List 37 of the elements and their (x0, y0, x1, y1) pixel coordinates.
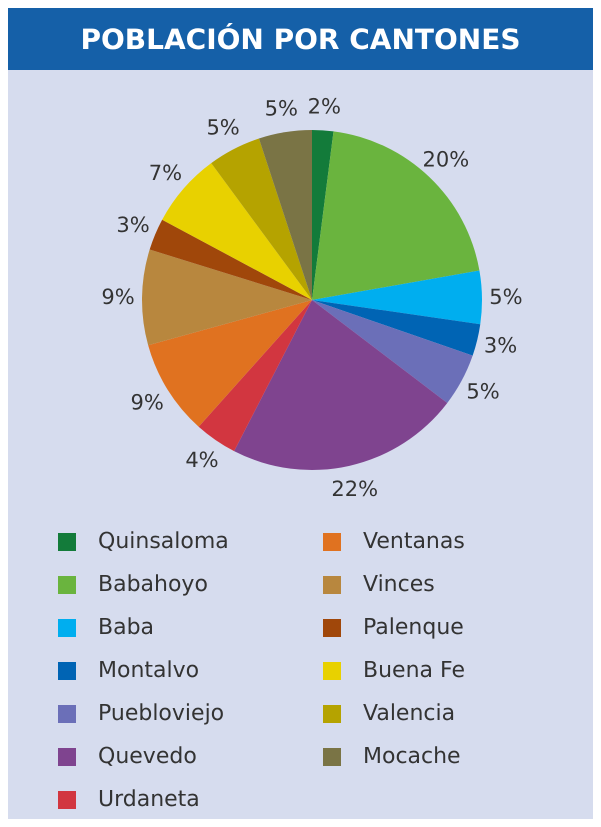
legend-label: Baba (98, 615, 154, 640)
legend-label: Urdaneta (98, 787, 200, 812)
data-label: 20% (422, 148, 470, 172)
pie-slice (234, 300, 448, 470)
pie-slice (258, 130, 312, 300)
legend-label: Quevedo (98, 744, 197, 769)
data-label: 5% (206, 116, 240, 140)
chart-title: POBLACIÓN POR CANTONES (80, 22, 521, 56)
pie-slice (142, 250, 312, 346)
data-label: 2% (308, 94, 341, 118)
legend-label: Vinces (363, 572, 435, 597)
pie-slice (312, 300, 480, 356)
pie-slice (312, 130, 334, 300)
data-label: 3% (484, 334, 518, 358)
pie-slice (211, 138, 312, 300)
legend-label: Valencia (363, 701, 456, 726)
legend-label: Buena Fe (363, 658, 465, 683)
data-label: 4% (185, 448, 219, 472)
pie-slice (312, 131, 480, 300)
legend-label: Montalvo (98, 658, 200, 683)
legend-label: Puebloviejo (98, 701, 224, 726)
legend-label: Ventanas (363, 529, 465, 554)
data-label: 5% (264, 96, 298, 120)
legend-label: Babahoyo (98, 572, 208, 597)
data-label: 3% (116, 213, 150, 238)
data-label: 9% (130, 390, 164, 414)
legend-label: Mocache (363, 744, 461, 769)
pie-slice (312, 270, 482, 324)
pie-slice (198, 300, 312, 452)
data-label: 9% (101, 284, 135, 309)
pie-slice (150, 220, 312, 300)
data-label: 7% (148, 160, 182, 185)
legend-label: Palenque (363, 615, 464, 640)
data-label: 5% (489, 284, 523, 309)
data-label: 22% (331, 477, 378, 502)
data-label: 5% (466, 380, 500, 404)
legend-label: Quinsaloma (98, 529, 229, 554)
